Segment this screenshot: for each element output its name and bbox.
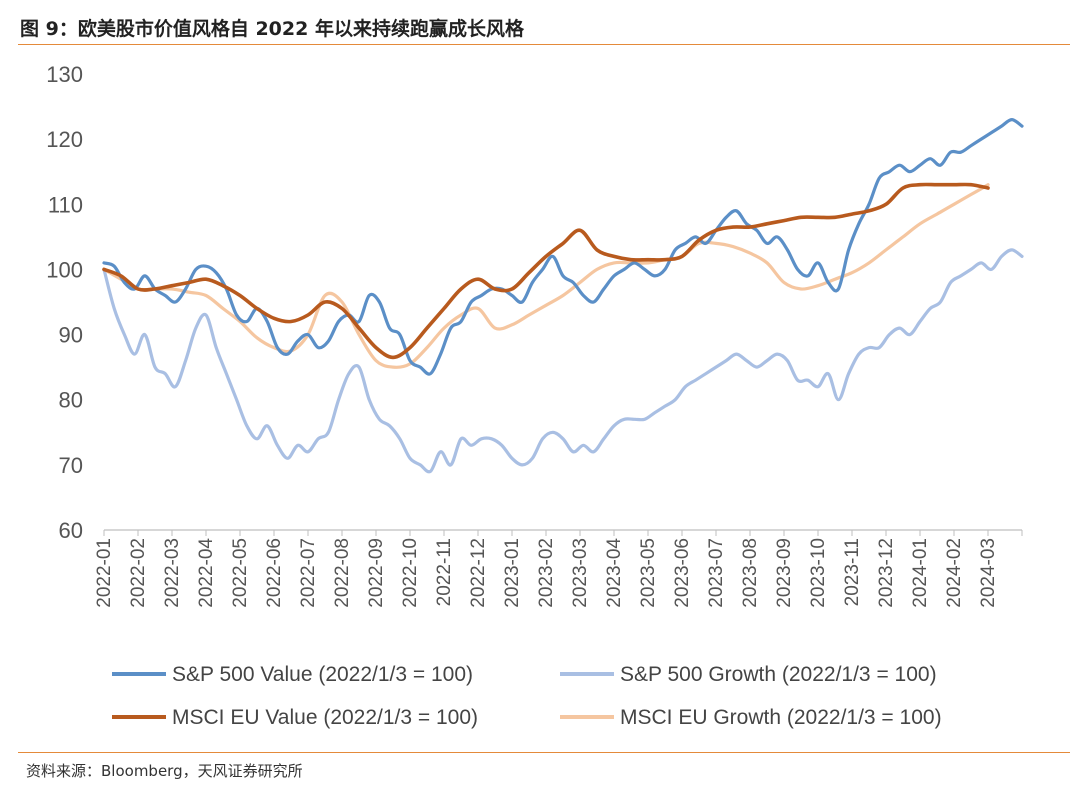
y-tick-label: 90 — [59, 323, 83, 348]
source-note: 资料来源：Bloomberg，天风证券研究所 — [26, 762, 303, 780]
y-tick-label: 120 — [46, 127, 83, 152]
x-axis: 2022-01 2022-02 2022-03 2022-04 2022-05 2022-… — [94, 529, 1023, 608]
legend: S&P 500 Value (2022/1/3 = 100) S&P 500 Gr… — [112, 663, 942, 729]
sp500-growth-line — [102, 248, 1024, 474]
x-tick-label: 2023-09 — [774, 538, 795, 608]
x-tick-label: 2023-05 — [638, 538, 659, 608]
x-tick-label: 2023-03 — [570, 538, 591, 608]
sp500-value-line — [102, 118, 1024, 376]
x-tick-label: 2022-07 — [298, 538, 319, 608]
x-tick-label: 2023-01 — [502, 538, 523, 608]
x-tick-label: 2023-10 — [808, 538, 829, 608]
legend-item-msci-eu-value: MSCI EU Value (2022/1/3 = 100) — [112, 706, 478, 729]
x-tick-label: 2023-07 — [706, 538, 727, 608]
x-tick-label: 2023-12 — [876, 538, 897, 608]
legend-item-sp500-growth: S&P 500 Growth (2022/1/3 = 100) — [560, 663, 937, 686]
x-tick-label: 2022-11 — [434, 538, 455, 606]
legend-item-sp500-value: S&P 500 Value (2022/1/3 = 100) — [112, 663, 473, 686]
x-tick-label: 2022-09 — [366, 538, 387, 608]
x-tick-label: 2023-11 — [842, 538, 863, 606]
y-tick-label: 130 — [46, 62, 83, 87]
plot-series — [102, 118, 1024, 474]
x-tick-label: 2022-02 — [128, 538, 149, 608]
x-tick-label: 2022-04 — [196, 538, 217, 608]
title-divider — [18, 44, 1070, 45]
y-tick-label: 110 — [48, 192, 83, 217]
legend-item-msci-eu-growth: MSCI EU Growth (2022/1/3 = 100) — [560, 706, 942, 729]
x-tick-label: 2023-06 — [672, 538, 693, 608]
y-tick-label: 70 — [59, 453, 83, 478]
x-tick-label: 2023-04 — [604, 538, 625, 608]
msci-eu-growth-line — [102, 183, 990, 369]
x-tick-label: 2022-10 — [400, 538, 421, 608]
x-tick-label: 2024-03 — [978, 538, 999, 608]
legend-label: MSCI EU Value (2022/1/3 = 100) — [172, 706, 478, 729]
y-tick-label: 60 — [59, 518, 83, 543]
x-tick-label: 2022-01 — [94, 538, 115, 608]
footer-divider — [18, 752, 1070, 753]
msci-eu-value-line — [102, 182, 990, 360]
x-tick-label: 2022-12 — [468, 538, 489, 608]
x-tick-label: 2022-08 — [332, 538, 353, 608]
x-tick-label: 2022-05 — [230, 538, 251, 608]
y-axis: 60 70 80 90 100 110 120 130 — [46, 62, 83, 543]
x-tick-label: 2024-02 — [944, 538, 965, 608]
legend-label: S&P 500 Growth (2022/1/3 = 100) — [620, 663, 937, 686]
x-tick-label: 2024-01 — [910, 538, 931, 608]
chart-title: 图 9：欧美股市价值风格自 2022 年以来持续跑赢成长风格 — [20, 18, 524, 40]
y-tick-label: 100 — [46, 257, 83, 282]
x-tick-label: 2023-02 — [536, 538, 557, 608]
x-tick-label: 2022-03 — [162, 538, 183, 608]
legend-label: S&P 500 Value (2022/1/3 = 100) — [172, 663, 473, 686]
x-tick-label: 2023-08 — [740, 538, 761, 608]
y-tick-label: 80 — [59, 388, 83, 413]
legend-label: MSCI EU Growth (2022/1/3 = 100) — [620, 706, 942, 729]
x-tick-label: 2022-06 — [264, 538, 285, 608]
